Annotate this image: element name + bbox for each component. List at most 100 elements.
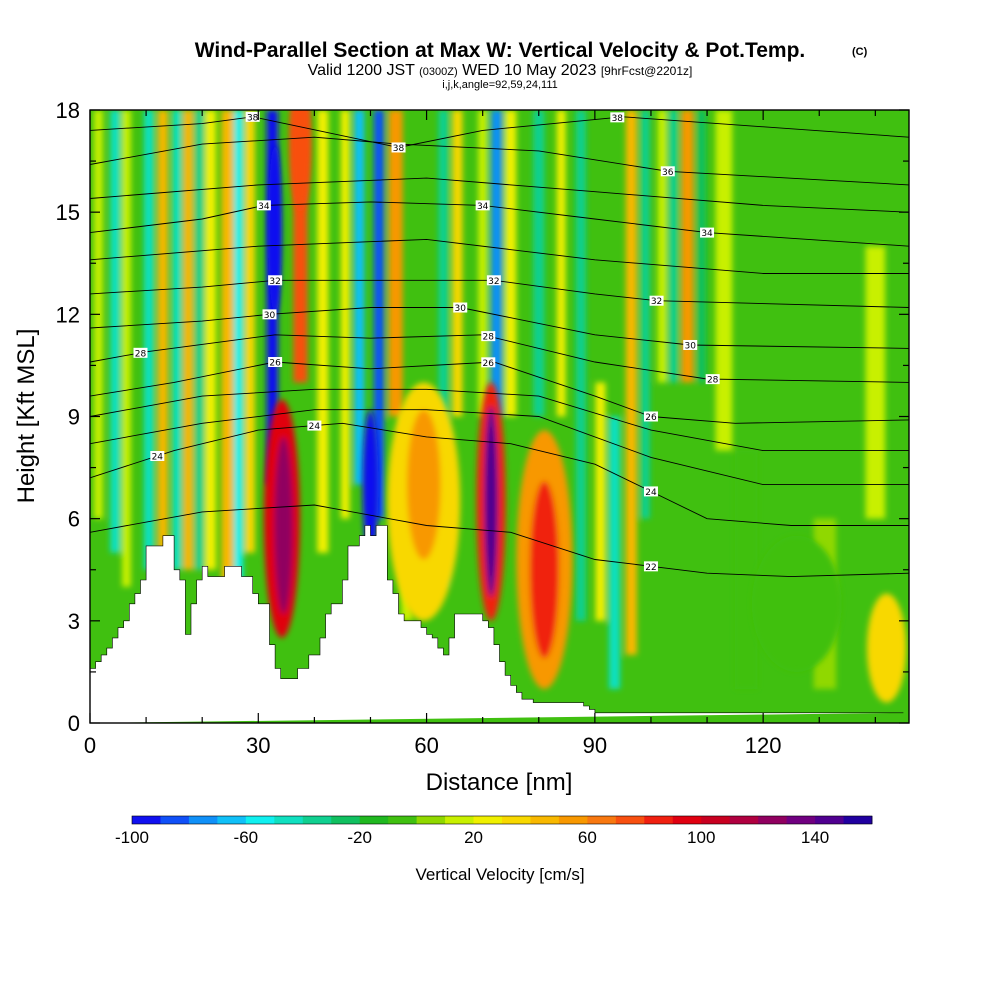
isentrope-label-bg (481, 357, 496, 368)
isentrope-label-4-1: 26 (481, 357, 496, 369)
isentrope-label-7-1: 32 (486, 275, 501, 287)
isentrope-label-bg (150, 451, 165, 462)
velocity-column-8 (204, 110, 217, 570)
velocity-column-6 (183, 110, 194, 570)
isentrope-label-1-0: 24 (150, 451, 165, 463)
colorbar-swatch-11 (445, 816, 474, 824)
y-axis-label: Height [Kft MSL] (13, 329, 40, 504)
velocity-column-1 (110, 110, 121, 553)
isentrope-line-8 (90, 238, 909, 274)
velocity-column-30 (625, 110, 637, 655)
isentrope-label-text: 34 (701, 229, 713, 239)
isentrope-label-1-2: 24 (643, 486, 658, 498)
isentrope-label-text: 28 (707, 376, 719, 386)
isentrope-label-6-2: 30 (683, 339, 698, 351)
isentrope-label-bg (705, 374, 720, 385)
velocity-column-5 (172, 110, 182, 570)
velocity-column-23 (491, 110, 503, 417)
colorbar-swatch-4 (245, 816, 275, 824)
velocity-column-39 (865, 246, 886, 519)
copyright-mark: (C) (852, 46, 868, 58)
velocity-column-24 (505, 110, 517, 417)
velocity-cell-8 (529, 481, 559, 659)
x-tick-label: 30 (246, 733, 270, 758)
colorbar-swatch-16 (587, 816, 617, 824)
colorbar-swatch-24 (815, 816, 844, 824)
isentrope-label-text: 30 (264, 311, 276, 321)
isentrope-label-bg (700, 227, 715, 238)
isentrope-label-bg (486, 275, 501, 286)
colorbar-swatch-1 (160, 816, 190, 824)
colorbar-swatch-14 (530, 816, 560, 824)
velocity-column-35 (696, 110, 706, 383)
isentrope-line-2 (90, 409, 909, 486)
isentrope-label-bg (256, 200, 271, 211)
isentrope-label-bg (268, 357, 283, 368)
isentrope-label-bg (643, 486, 658, 497)
velocity-column-7 (194, 110, 204, 570)
colorbar-frame (131, 815, 873, 825)
velocity-column-17 (373, 110, 384, 519)
isentrope-label-12-2: 38 (610, 112, 625, 124)
velocity-column-2 (121, 110, 131, 587)
colorbar-swatch-2 (188, 816, 218, 824)
isentrope-label-bg (245, 111, 260, 122)
isentrope-label-text: 32 (651, 297, 662, 307)
chart-title: Wind-Parallel Section at Max W: Vertical… (195, 39, 806, 62)
isentrope-label-bg (643, 411, 658, 422)
colorbar-tick-label: 140 (801, 828, 829, 847)
plot-area: 22 24 24 24 26 26 26 28 28 28 30 30 30 32 32 32 34 34 34 36… (89, 109, 910, 724)
isentrope-label-text: 34 (258, 202, 270, 212)
velocity-column-22 (478, 110, 488, 417)
colorbar-tick-label: -60 (234, 828, 259, 847)
terrain-mask (89, 525, 904, 723)
isentrope-label-5-2: 28 (705, 374, 720, 386)
colorbar-tick-label: 60 (578, 828, 597, 847)
velocity-column-9 (221, 110, 234, 587)
colorbar-swatch-13 (502, 816, 531, 824)
isentrope-label-9-2: 34 (700, 227, 715, 239)
isentrope-label-bg (649, 295, 664, 306)
velocity-column-11 (244, 110, 255, 553)
velocity-column-33 (668, 110, 678, 383)
isentrope-label-6-1: 30 (453, 302, 468, 314)
isentrope-label-7-2: 32 (649, 295, 664, 307)
velocity-column-31 (640, 110, 650, 519)
velocity-cell-2 (268, 144, 282, 315)
isentrope-line-5 (90, 334, 909, 383)
isentrope-line-6 (90, 307, 909, 349)
velocity-column-18 (388, 110, 403, 417)
velocity-cell-12 (289, 110, 312, 213)
x-axis-ticks: 0 30 60 90 120 (84, 110, 876, 758)
isentrope-label-1-1: 24 (307, 420, 322, 432)
isentrope-label-text: 28 (135, 349, 147, 359)
isentrope-label-bg (268, 275, 283, 286)
velocity-column-27 (575, 110, 586, 621)
velocity-column-26 (556, 110, 566, 417)
isentrope-label-text: 34 (477, 202, 489, 212)
colorbar-swatch-8 (359, 816, 389, 824)
isentrope-label-9-0: 34 (256, 200, 271, 212)
velocity-column-14 (317, 110, 329, 553)
colorbar-swatch-17 (615, 816, 645, 824)
isentrope-label-bg (453, 302, 468, 313)
isentrope-label-text: 22 (645, 563, 656, 573)
y-tick-label: 15 (56, 200, 80, 225)
isentrope-line-0 (90, 504, 909, 578)
velocity-cell-6 (484, 406, 498, 597)
isentrope-line-1 (90, 422, 909, 526)
isentrope-label-text: 36 (662, 168, 674, 178)
y-tick-label: 12 (56, 302, 80, 327)
velocity-column-15 (340, 110, 350, 519)
colorbar-swatch-15 (558, 816, 588, 824)
velocity-cells (263, 110, 907, 703)
colorbar-tick-label: -100 (115, 828, 149, 847)
velocity-column-36 (715, 110, 733, 451)
isentrope-label-4-0: 26 (268, 357, 283, 369)
velocity-column-34 (681, 110, 694, 383)
velocity-cell-4 (406, 409, 441, 560)
isentrope-label-text: 38 (393, 144, 405, 154)
isentrope-labels: 22 24 24 24 26 26 26 28 28 28 30 30 30 32 32 32 34 34 34 36… (133, 111, 720, 573)
